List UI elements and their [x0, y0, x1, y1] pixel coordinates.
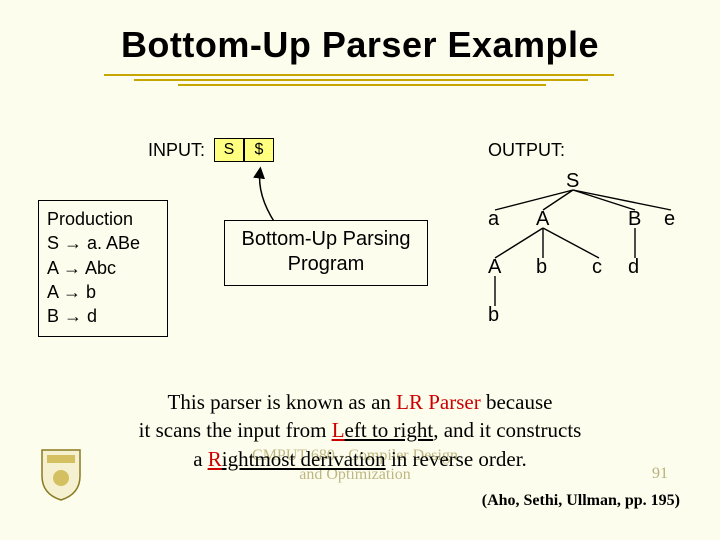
exp-part: , and it constructs — [433, 418, 581, 442]
title-underline — [104, 74, 614, 76]
page-number: 91 — [652, 465, 668, 483]
tree-node: d — [628, 256, 639, 279]
exp-part: a — [193, 447, 208, 471]
tree-node: c — [592, 256, 602, 279]
citation: (Aho, Sethi, Ullman, pp. 195) — [482, 492, 680, 510]
parse-tree: Sa A Be Ab c d b — [448, 170, 698, 350]
tree-node: a — [488, 208, 499, 231]
input-cells: S$ — [214, 138, 274, 162]
tree-node: A — [536, 208, 549, 231]
tree-node: b — [488, 304, 499, 327]
exp-part: This parser is known as an — [168, 390, 397, 414]
production-rule: B → d — [47, 304, 159, 328]
crest-icon — [38, 446, 84, 502]
exp-left: Left to right — [332, 418, 433, 442]
title-underline — [134, 79, 588, 81]
title-underline — [178, 84, 546, 86]
exp-part: in reverse order. — [386, 447, 527, 471]
tree-node: A — [488, 256, 501, 279]
exp-part: because — [481, 390, 553, 414]
input-cell: $ — [244, 138, 274, 162]
production-rule: A → b — [47, 280, 159, 304]
exp-lr: LR Parser — [396, 390, 481, 414]
tree-node: B — [628, 208, 641, 231]
tree-node: e — [664, 208, 675, 231]
input-cell: S — [214, 138, 244, 162]
output-label: OUTPUT: — [488, 140, 565, 161]
production-rule: A → Abc — [47, 256, 159, 280]
production-box: Production S → a. ABeA → AbcA → bB → d — [38, 200, 168, 337]
parser-line1: Bottom-Up Parsing — [225, 227, 427, 252]
slide-title: Bottom-Up Parser Example — [0, 0, 720, 66]
exp-right: Rightmost derivation — [208, 447, 386, 471]
production-rule: S → a. ABe — [47, 231, 159, 255]
title-underline-group — [80, 74, 640, 88]
tree-node: S — [566, 170, 579, 193]
input-label: INPUT: — [148, 140, 205, 161]
exp-part: it scans the input from — [139, 418, 332, 442]
input-pointer-arrow — [255, 165, 295, 223]
explanation-text: This parser is known as an LR Parser bec… — [40, 388, 680, 473]
parser-program-box: Bottom-Up Parsing Program — [224, 220, 428, 286]
production-header: Production — [47, 207, 159, 231]
tree-node: b — [536, 256, 547, 279]
parser-line2: Program — [225, 252, 427, 277]
